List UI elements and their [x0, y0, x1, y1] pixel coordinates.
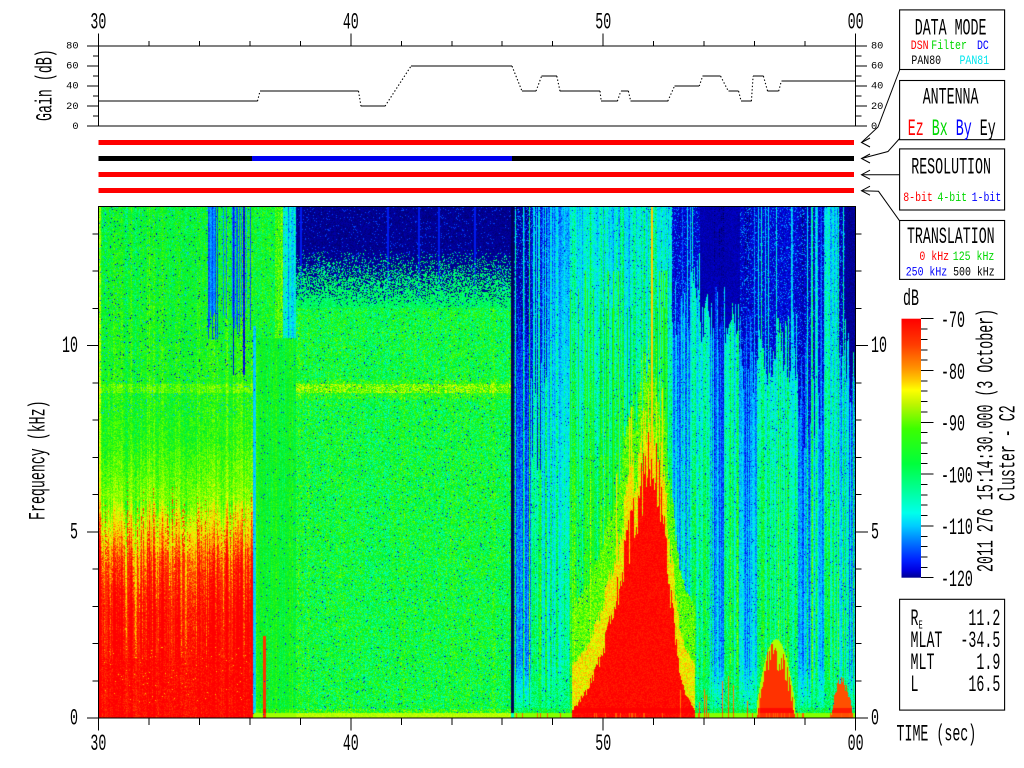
svg-text:40: 40	[343, 730, 359, 757]
svg-text:DATA MODE: DATA MODE	[915, 15, 987, 42]
svg-text:TRANSLATION: TRANSLATION	[907, 223, 995, 250]
svg-text:0 kHz: 0 kHz	[919, 250, 949, 265]
svg-text:80: 80	[66, 41, 78, 53]
svg-text:50: 50	[595, 9, 611, 36]
svg-text:-90: -90	[941, 411, 965, 438]
svg-text:50: 50	[595, 730, 611, 757]
svg-text:1.9: 1.9	[976, 649, 1000, 676]
svg-text:By: By	[956, 115, 972, 142]
svg-text:TIME (sec): TIME (sec)	[897, 721, 977, 748]
svg-text:250 kHz: 250 kHz	[906, 265, 948, 280]
svg-text:Bx: Bx	[932, 115, 948, 142]
svg-text:0: 0	[871, 705, 879, 732]
svg-text:30: 30	[90, 730, 106, 757]
svg-text:60: 60	[66, 61, 78, 73]
svg-text:-80: -80	[941, 359, 965, 386]
svg-text:0: 0	[72, 121, 78, 133]
svg-text:PAN81: PAN81	[960, 54, 990, 69]
svg-text:PAN80: PAN80	[911, 54, 941, 69]
svg-text:125 kHz: 125 kHz	[953, 250, 995, 265]
svg-text:-70: -70	[941, 307, 965, 334]
svg-text:-34.5: -34.5	[960, 627, 1000, 654]
svg-text:10: 10	[871, 332, 887, 359]
svg-text:2011 276 15:14:30.000 (3 Octob: 2011 276 15:14:30.000 (3 October)	[973, 309, 1000, 572]
svg-text:Filter: Filter	[931, 39, 967, 54]
svg-text:40: 40	[871, 81, 883, 93]
svg-text:40: 40	[343, 9, 359, 36]
svg-text:dB: dB	[903, 285, 919, 312]
svg-text:MLAT: MLAT	[911, 627, 943, 654]
svg-text:60: 60	[871, 61, 883, 73]
svg-text:30: 30	[90, 9, 106, 36]
svg-text:-100: -100	[941, 463, 973, 490]
svg-text:80: 80	[871, 41, 883, 53]
svg-text:00: 00	[848, 730, 864, 757]
svg-text:MLT: MLT	[911, 649, 935, 676]
svg-text:40: 40	[66, 81, 78, 93]
svg-text:0: 0	[70, 705, 78, 732]
svg-text:5: 5	[871, 519, 879, 546]
svg-text:16.5: 16.5	[968, 671, 1000, 698]
svg-text:RESOLUTION: RESOLUTION	[911, 154, 991, 181]
svg-text:DC: DC	[977, 39, 989, 54]
svg-text:Cluster - C2: Cluster - C2	[995, 405, 1022, 501]
svg-text:ANTENNA: ANTENNA	[923, 84, 979, 111]
svg-text:-110: -110	[941, 515, 973, 542]
svg-text:L: L	[911, 671, 919, 698]
svg-text:500 kHz: 500 kHz	[953, 265, 995, 280]
svg-text:11.2: 11.2	[968, 605, 1000, 632]
svg-text:-120: -120	[941, 566, 973, 593]
svg-text:1-bit: 1-bit	[972, 191, 1002, 206]
svg-text:00: 00	[848, 9, 864, 36]
svg-text:DSN: DSN	[911, 39, 929, 54]
svg-text:Ey: Ey	[980, 115, 996, 142]
svg-text:20: 20	[871, 101, 883, 113]
svg-text:0: 0	[871, 121, 877, 133]
svg-text:Ez: Ez	[908, 115, 924, 142]
svg-text:Frequency (kHz): Frequency (kHz)	[25, 400, 52, 520]
svg-text:10: 10	[62, 332, 78, 359]
svg-text:8-bit: 8-bit	[903, 191, 933, 206]
svg-text:20: 20	[66, 101, 78, 113]
svg-text:5: 5	[70, 519, 78, 546]
svg-text:Gain (dB): Gain (dB)	[32, 49, 59, 121]
svg-text:4-bit: 4-bit	[937, 191, 967, 206]
